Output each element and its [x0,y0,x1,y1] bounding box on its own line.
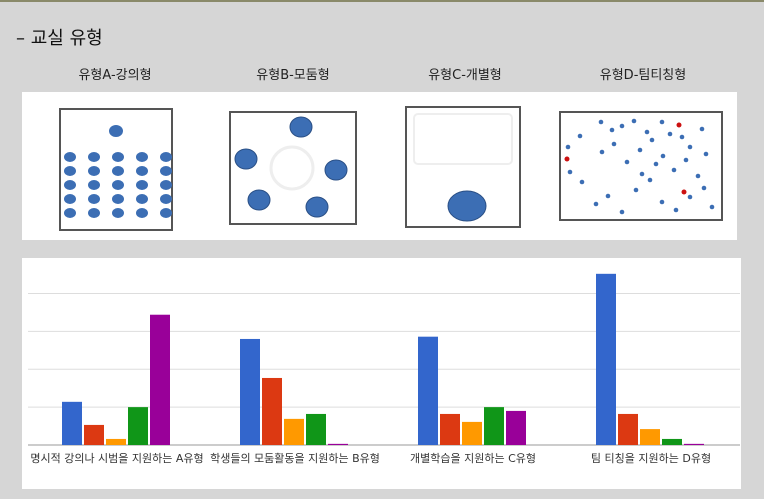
room-type-label: 유형B-모둠형 [256,68,330,83]
bar [62,401,82,445]
bar [662,438,682,445]
room-type-label: 유형A-강의형 [78,68,152,83]
x-tick-label: 명시적 강의나 시범을 지원하는 A유형 [30,452,204,465]
x-tick-label: 개별학습을 지원하는 C유형 [410,452,536,465]
bar [84,424,104,445]
bar [328,443,348,445]
diagram-d [559,111,723,221]
bar [640,429,660,445]
bar [506,410,526,445]
bar [440,413,460,445]
bar [284,418,304,445]
x-tick-label: 학생들의 모둠활동을 지원하는 B유형 [210,452,380,465]
section-title: – 교실 유형 [16,28,103,49]
chart-panel [22,258,741,489]
diagram-b [229,111,357,225]
bar [418,336,438,445]
bar [150,314,170,445]
diagram-a [59,108,173,231]
x-tick-label: 팀 티칭을 지원하는 D유형 [590,452,712,465]
bar [128,407,148,445]
bar [262,377,282,445]
bar [484,407,504,445]
bar [618,413,638,445]
bar [240,338,260,445]
room-type-label: 유형D-팀티칭형 [599,68,687,83]
room-type-label: 유형C-개별형 [428,68,502,83]
diagram-c [405,106,521,228]
bar [306,413,326,445]
bar [684,443,704,445]
chart [28,273,740,446]
room-diagrams [22,92,737,240]
bar [106,438,126,445]
bar [596,273,616,445]
bar [462,421,482,445]
